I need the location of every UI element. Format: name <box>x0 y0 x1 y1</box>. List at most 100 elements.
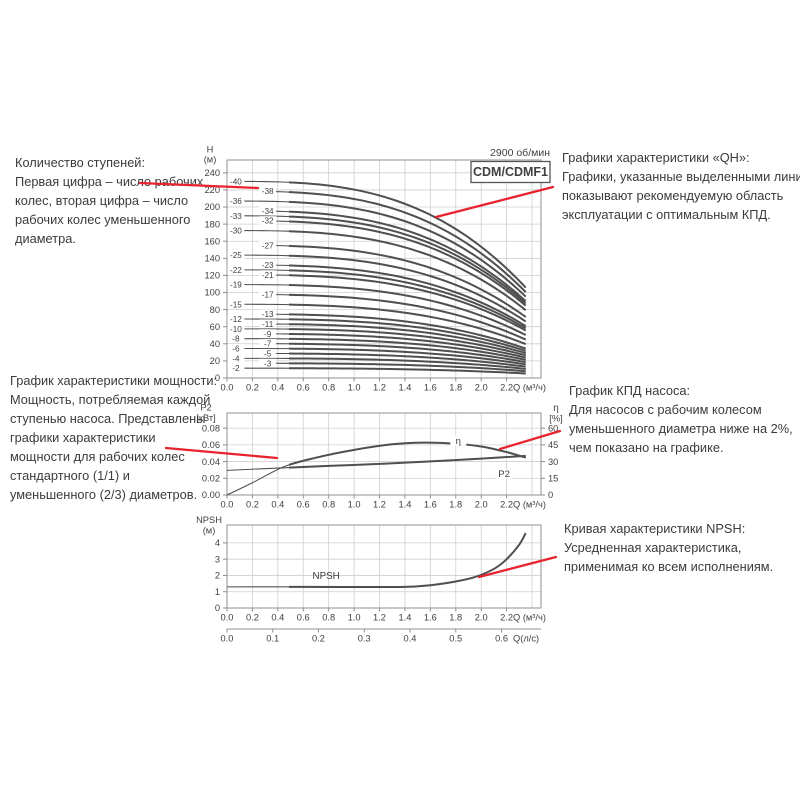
curve-label: -5 <box>264 349 272 358</box>
note-npsh: Кривая характеристики NPSH: Усредненная … <box>564 519 800 576</box>
note-power-curve: График характеристики мощности: Мощность… <box>10 371 218 504</box>
note-line: графики характеристики <box>10 430 156 445</box>
x-tick-label: 1.8 <box>449 500 462 510</box>
chart-title: CDM/CDMF1 <box>473 165 548 179</box>
curve-label: -8 <box>232 335 240 344</box>
x-tick-label: 1.0 <box>348 613 361 623</box>
curve-label-bg <box>227 196 245 206</box>
annotation-arrow <box>498 429 562 451</box>
y-axis-title: NPSH <box>196 515 222 525</box>
qh-curve-23-bold <box>289 264 527 327</box>
qh-curve-27-bold <box>289 244 527 318</box>
y-tick-label: 0.04 <box>202 457 220 467</box>
x-tick-label: 1.6 <box>424 613 437 623</box>
title-box <box>470 160 551 184</box>
curve-label: -25 <box>230 251 242 260</box>
x-tick-label: 0.4 <box>271 383 284 393</box>
qh-curve-4-bold <box>289 357 526 370</box>
series-label: η <box>456 436 461 447</box>
npsh-chart: 0.0 0.2 0.4 0.6 0.8 1.0 1.2 1.4 1.6 1.8 2.0 2.2 0 1 2 3… <box>196 515 546 644</box>
note-line: колес, вторая цифра – число <box>15 193 189 208</box>
y2-tick-label: 15 <box>548 473 558 483</box>
y2-tick-label: 0 <box>548 490 553 500</box>
note-line: Мощность, потребляемая каждой <box>10 392 211 407</box>
curve-label-bg <box>259 309 277 319</box>
curve-label-bg <box>227 226 245 235</box>
note-line: Для насосов с рабочим колесом <box>569 402 762 417</box>
curve-label-bg <box>259 348 277 358</box>
curve-η-bold <box>289 441 526 466</box>
y2-axis-title-units: [%] <box>549 414 562 424</box>
note-efficiency: График КПД насоса: Для насосов с рабочим… <box>569 381 800 457</box>
series-label-bg <box>450 435 467 446</box>
x-tick-label: 0.0 <box>221 613 234 623</box>
x2-axis-title: Q(л/с) <box>513 634 539 644</box>
qh-curve-30-bold <box>289 230 527 311</box>
qh-curve-2-bold <box>289 367 526 375</box>
y-tick-label: 80 <box>210 305 220 315</box>
x-tick-label: 2.0 <box>475 383 488 393</box>
note-line: показывают рекомендуемую область <box>562 188 784 203</box>
y2-axis-title: η <box>553 403 559 414</box>
curve-label-bg <box>259 240 277 250</box>
curve-label-bg <box>227 250 245 260</box>
curve-label: -3 <box>264 359 272 368</box>
x-axis-title: Q (м³/ч) <box>513 500 546 510</box>
qh-curve-5-bold <box>289 352 526 368</box>
curve-label: -10 <box>230 325 242 334</box>
curve-label-bg <box>227 299 245 309</box>
curve-label-bg <box>227 334 245 343</box>
y-axis-title-units: (м) <box>203 526 216 536</box>
note-line: Усредненная характеристика, <box>564 540 742 555</box>
x-tick-label: 1.8 <box>449 613 462 623</box>
qh-curve-34-bold <box>289 210 527 302</box>
curve-label: -38 <box>262 187 274 196</box>
curve-label-bg <box>227 324 245 333</box>
curve-label: -23 <box>262 261 274 270</box>
x-tick-label: 1.2 <box>373 383 386 393</box>
curve-label: -22 <box>230 266 242 275</box>
x-tick-label: 0.8 <box>322 383 335 393</box>
qh-curve-12-bold <box>289 318 526 352</box>
y-tick-label: 180 <box>204 219 220 229</box>
y-tick-label: 20 <box>210 356 220 366</box>
annotation-arrow <box>164 446 279 460</box>
curve-label: -6 <box>232 345 240 354</box>
y2-tick-label: 60 <box>548 423 558 433</box>
curve-label-bg <box>227 211 245 220</box>
lps-tick-label: 0.3 <box>358 634 371 644</box>
note-line: График характеристики мощности: <box>10 373 218 388</box>
y-tick-label: 40 <box>210 339 220 349</box>
lps-tick-label: 0.1 <box>266 634 279 644</box>
qh-curve-15-bold <box>289 303 527 346</box>
note-line: диаметра. <box>15 231 76 246</box>
y2-tick-label: 45 <box>548 440 558 450</box>
x-tick-label: 1.2 <box>373 613 386 623</box>
power-efficiency-chart: 0.0 0.2 0.4 0.6 0.8 1.0 1.2 1.4 1.6 1.8 2.0 2.2 0.00… <box>196 403 562 510</box>
x-tick-label: 0.6 <box>297 500 310 510</box>
curve-label-bg <box>259 319 277 329</box>
note-line: Графики, указанные выделенными линиями, <box>562 169 800 184</box>
curve-label: -13 <box>262 310 274 319</box>
x-tick-label: 2.0 <box>475 500 488 510</box>
curve-label-bg <box>259 206 277 215</box>
curve-label: -32 <box>262 217 274 226</box>
x-tick-label: 0.4 <box>271 500 284 510</box>
note-line: уменьшенного (2/3) диаметров. <box>10 487 198 502</box>
note-stage-count: Количество ступеней: Первая цифра – числ… <box>15 153 215 248</box>
qh-curve-21-bold <box>289 274 527 332</box>
x-tick-label: 1.0 <box>348 383 361 393</box>
curve-label: -17 <box>262 290 274 299</box>
curve-label-bg <box>259 358 277 368</box>
x-tick-label: 0.6 <box>297 613 310 623</box>
curve-label-bg <box>259 186 277 196</box>
curve-label: -7 <box>264 340 272 349</box>
curve-label: -30 <box>230 227 242 236</box>
qh-curve-8-bold <box>289 337 526 361</box>
x-tick-label: 0.4 <box>271 613 284 623</box>
curve-label-bg <box>259 289 277 299</box>
qh-curve-33-bold <box>289 215 527 305</box>
y-tick-label: 0 <box>215 373 220 383</box>
x-tick-label: 2.2 <box>500 500 513 510</box>
